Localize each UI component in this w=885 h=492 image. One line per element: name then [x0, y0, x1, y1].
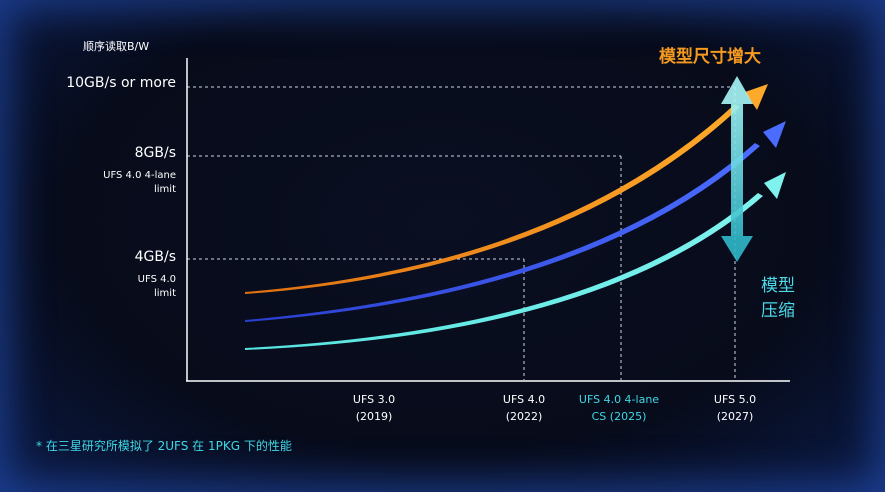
x-tick-ufs30-name: UFS 3.0: [353, 393, 395, 406]
series-orange: [245, 84, 768, 294]
y-tick-8gbs-note-1: UFS 4.0 4-lane: [103, 170, 176, 181]
series-cyan-curve: [245, 193, 763, 350]
x-tick-ufs40: UFS 4.0 (2022): [503, 393, 545, 423]
x-tick-ufs40-name: UFS 4.0: [503, 393, 545, 406]
y-axis-label: 顺序读取B/W: [83, 39, 149, 53]
y-tick-8gbs: 8GB/s: [135, 145, 176, 161]
x-tick-ufs30-year: (2019): [356, 410, 393, 423]
series-blue-arrowhead: [763, 121, 786, 148]
x-tick-ufs30: UFS 3.0 (2019): [353, 393, 395, 423]
x-tick-ufs50-year: (2027): [717, 410, 754, 423]
series-blue-curve: [245, 143, 760, 322]
x-tick-ufs40-4lane: UFS 4.0 4-lane CS (2025): [579, 393, 659, 423]
double-arrow-down-head: [721, 236, 753, 262]
y-tick-4gbs-note-1: UFS 4.0: [138, 274, 176, 285]
x-tick-ufs40-year: (2022): [506, 410, 543, 423]
x-tick-ufs40-4lane-name: UFS 4.0 4-lane: [579, 393, 659, 406]
y-tick-4gbs: 4GB/s: [135, 249, 176, 265]
y-tick-8gbs-note-2: limit: [154, 184, 176, 195]
series-cyan-arrowhead: [764, 172, 786, 199]
annotation-model-size-increase: 模型尺寸增大: [659, 46, 761, 67]
series-blue: [245, 121, 786, 322]
footnote: * 在三星研究所模拟了 2UFS 在 1PKG 下的性能: [36, 438, 292, 453]
double-arrow-up-head: [721, 76, 753, 104]
annotation-model-compress-2: 压缩: [761, 301, 795, 321]
series-cyan: [245, 172, 786, 350]
double-arrow-shaft: [731, 100, 743, 246]
double-arrow-icon: [721, 76, 753, 262]
x-tick-ufs50-name: UFS 5.0: [714, 393, 756, 406]
x-tick-ufs50: UFS 5.0 (2027): [714, 393, 756, 423]
annotation-model-compress-1: 模型: [761, 276, 795, 296]
x-tick-ufs40-4lane-year: CS (2025): [592, 410, 647, 423]
series-orange-arrowhead: [745, 84, 768, 110]
y-tick-4gbs-note-2: limit: [154, 288, 176, 299]
y-tick-10gbs: 10GB/s or more: [66, 75, 176, 91]
series-orange-curve: [245, 104, 740, 294]
reference-lines: [187, 86, 736, 380]
